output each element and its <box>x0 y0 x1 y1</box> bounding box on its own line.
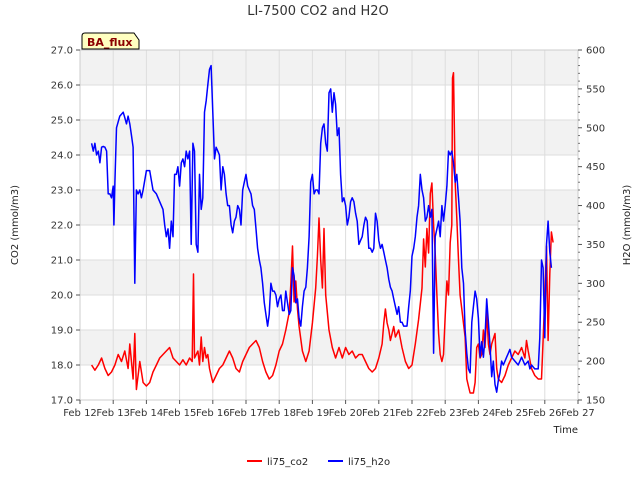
left-axis: 17.0 18.0 19.0 20.0 21.0 22.0 23.0 24.0 25.0 26.0… <box>51 46 80 407</box>
x-tick-label: Feb 24 <box>462 408 496 419</box>
x-tick-label: Feb 16 <box>196 408 230 419</box>
x-axis-label: Time <box>553 425 578 436</box>
series-line-li75-h2o <box>90 64 553 393</box>
x-tick-label: Feb 22 <box>395 408 429 419</box>
y-right-tick-label: 150 <box>586 396 605 407</box>
y-left-tick-label: 17.0 <box>51 396 73 407</box>
x-tick-label: Feb 17 <box>229 408 263 419</box>
y-right-tick-label: 400 <box>586 201 605 212</box>
legend-label-li75-h2o: li75_h2o <box>348 457 390 468</box>
y-left-tick-label: 25.0 <box>51 116 73 127</box>
site-badge: BA_flux <box>81 32 140 50</box>
y-left-tick-label: 18.0 <box>51 361 73 372</box>
legend: li75_co2 li75_h2o <box>247 457 390 468</box>
grid-band <box>80 50 578 85</box>
y-left-tick-label: 22.0 <box>51 221 73 232</box>
y-left-tick-label: 20.0 <box>51 291 73 302</box>
grid-band <box>80 190 578 225</box>
x-tick-label: Feb 12 <box>63 408 97 419</box>
y-left-tick-label: 27.0 <box>51 46 73 57</box>
y-left-tick-label: 26.0 <box>51 81 73 92</box>
y-right-tick-label: 250 <box>586 318 605 329</box>
site-badge-label: BA_flux <box>87 36 132 49</box>
x-tick-label: Feb 27 <box>561 408 595 419</box>
x-tick-label: Feb 13 <box>96 408 130 419</box>
right-axis: 150 200 250 300 350 400 450 500 550 600 <box>578 46 605 407</box>
x-tick-label: Feb 18 <box>262 408 296 419</box>
y-right-tick-label: 300 <box>586 279 605 290</box>
y-axis-right-label: H2O (mmol/m3) <box>622 185 633 266</box>
y-right-tick-label: 500 <box>586 123 605 134</box>
legend-label-li75-co2: li75_co2 <box>267 457 308 468</box>
grid-band <box>80 120 578 155</box>
y-right-tick-label: 550 <box>586 84 605 95</box>
x-tick-label: Feb 21 <box>362 408 396 419</box>
y-right-tick-label: 200 <box>586 357 605 368</box>
y-right-tick-label: 450 <box>586 162 605 173</box>
x-tick-label: Feb 14 <box>130 408 164 419</box>
x-tick-label: Feb 19 <box>296 408 330 419</box>
grid-band <box>80 260 578 295</box>
x-tick-label: Feb 23 <box>428 408 462 419</box>
plot-bands <box>80 50 578 365</box>
grid-band <box>80 330 578 365</box>
y-left-tick-label: 23.0 <box>51 186 73 197</box>
y-right-tick-label: 600 <box>586 46 605 57</box>
x-tick-label: Feb 26 <box>528 408 562 419</box>
chart-title: LI-7500 CO2 and H2O <box>247 4 389 19</box>
x-axis: Feb 12 Feb 13 Feb 14 Feb 15 Feb 16 Feb 17 Feb … <box>63 400 595 419</box>
x-tick-label: Feb 25 <box>495 408 529 419</box>
y-left-tick-label: 24.0 <box>51 151 73 162</box>
y-axis-left-label: CO2 (mmol/m3) <box>10 185 21 265</box>
x-tick-label: Feb 20 <box>329 408 363 419</box>
y-right-tick-label: 350 <box>586 240 605 251</box>
y-left-tick-label: 21.0 <box>51 256 73 267</box>
y-left-tick-label: 19.0 <box>51 326 73 337</box>
x-tick-label: Feb 15 <box>163 408 197 419</box>
